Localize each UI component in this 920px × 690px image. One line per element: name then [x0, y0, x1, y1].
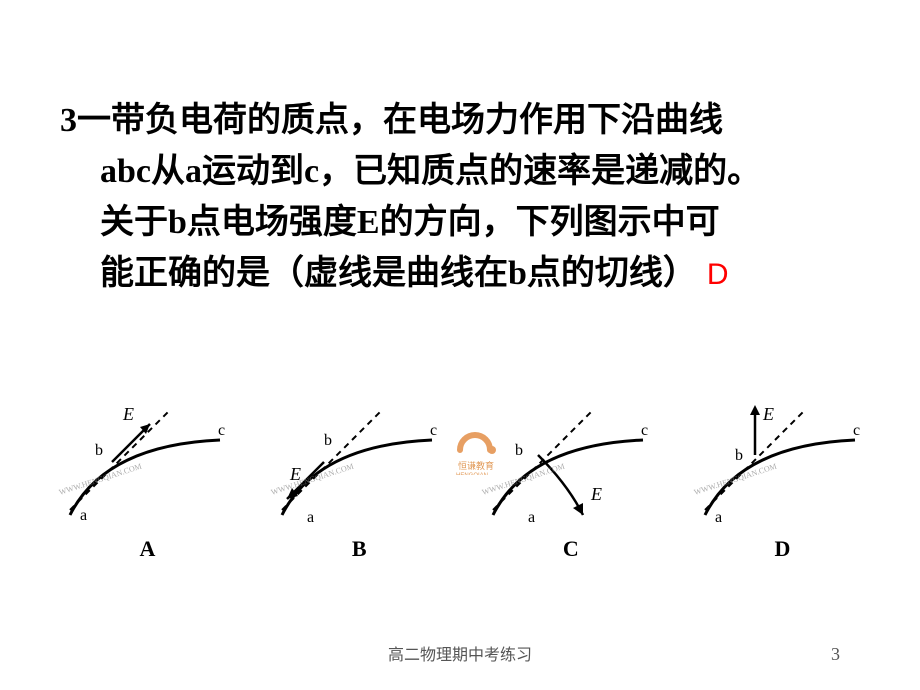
watermark-a: WWW.HENGQIAN.COM [58, 462, 143, 497]
q-line1: 3一带负电荷的质点，在电场力作用下沿曲线 [60, 102, 723, 139]
c-label-a: c [218, 422, 225, 439]
a-label-c: a [528, 509, 535, 526]
footer-text: 高二物理期中考练习 [0, 641, 920, 665]
option-b: E b c a WWW.HENGQIAN.COM B [262, 400, 457, 562]
q-line3: 关于b点电场强度E的方向，下列图示中可 [60, 197, 880, 248]
q-line2: abc从a运动到c，已知质点的速率是递减的。 [60, 146, 880, 197]
question-text: 3一带负电荷的质点，在电场力作用下沿曲线 abc从a运动到c，已知质点的速率是递… [60, 95, 880, 299]
watermark-d: WWW.HENGQIAN.COM [693, 462, 778, 497]
option-d: E b c a WWW.HENGQIAN.COM D [685, 400, 880, 562]
b-label-b: b [324, 432, 332, 449]
logo-text-bottom: HENGQIAN [456, 473, 488, 475]
e-label-a: E [122, 404, 134, 424]
b-label-a: b [95, 442, 103, 459]
a-label-a: a [80, 507, 87, 524]
watermark-b: WWW.HENGQIAN.COM [269, 462, 354, 497]
c-label-d: c [853, 422, 860, 439]
diagram-a: E b c a WWW.HENGQIAN.COM [50, 400, 245, 530]
a-label-d: a [715, 509, 722, 526]
diagram-b: E b c a WWW.HENGQIAN.COM [262, 400, 457, 530]
option-label-a: A [50, 536, 245, 562]
a-label-b: a [307, 509, 314, 526]
b-label-c: b [515, 442, 523, 459]
option-label-b: B [262, 536, 457, 562]
q-line4: 能正确的是（虚线是曲线在b点的切线）D [60, 248, 880, 299]
answer-letter: D [707, 258, 729, 291]
e-label-d: E [762, 404, 774, 424]
c-label-c: c [641, 422, 648, 439]
option-label-d: D [685, 536, 880, 562]
diagram-d: E b c a WWW.HENGQIAN.COM [685, 400, 880, 530]
logo-text-top: 恒谦教育 [458, 460, 494, 471]
page-number: 3 [831, 644, 840, 665]
e-label-c: E [590, 484, 602, 504]
b-label-d: b [735, 447, 743, 464]
question-block: 3一带负电荷的质点，在电场力作用下沿曲线 abc从a运动到c，已知质点的速率是递… [60, 95, 880, 299]
hengqian-logo: 恒谦教育 HENGQIAN [450, 425, 510, 475]
option-label-c: C [473, 536, 668, 562]
c-label-b: c [430, 422, 437, 439]
option-a: E b c a WWW.HENGQIAN.COM A [50, 400, 245, 562]
